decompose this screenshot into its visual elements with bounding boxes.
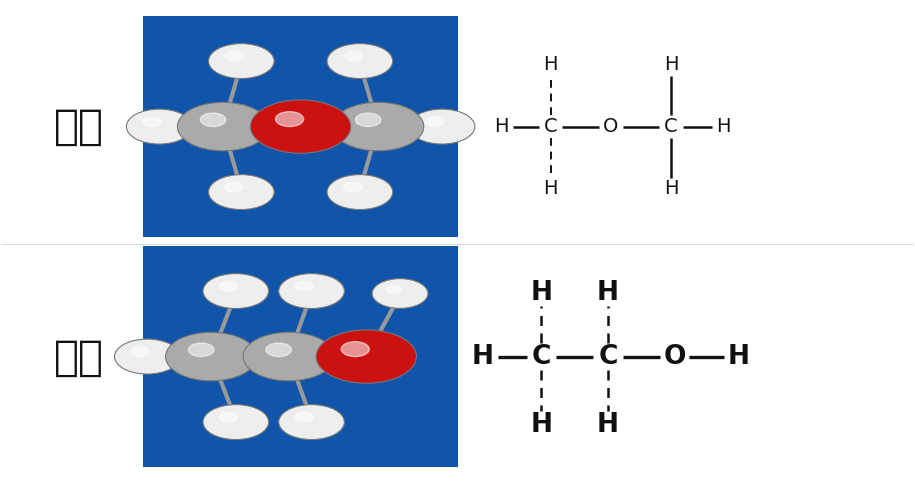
Circle shape <box>266 343 292 357</box>
Circle shape <box>203 274 269 308</box>
Circle shape <box>279 405 344 440</box>
Circle shape <box>209 43 274 79</box>
Circle shape <box>209 175 274 209</box>
Circle shape <box>225 183 243 192</box>
Circle shape <box>316 330 416 383</box>
Circle shape <box>243 332 334 381</box>
Circle shape <box>203 405 269 440</box>
Circle shape <box>251 100 350 153</box>
Circle shape <box>425 117 444 126</box>
Text: O: O <box>663 344 686 369</box>
Circle shape <box>409 109 475 144</box>
Circle shape <box>327 43 393 79</box>
Text: H: H <box>727 344 749 369</box>
Circle shape <box>341 342 370 357</box>
Circle shape <box>178 102 269 151</box>
Circle shape <box>343 51 361 61</box>
Text: H: H <box>663 55 678 74</box>
Text: H: H <box>531 280 553 305</box>
Circle shape <box>296 281 314 291</box>
Circle shape <box>126 109 192 144</box>
Text: C: C <box>664 117 678 136</box>
Text: 甲：: 甲： <box>54 105 104 147</box>
Text: H: H <box>494 117 509 136</box>
Circle shape <box>220 281 238 291</box>
Circle shape <box>355 113 381 126</box>
Circle shape <box>296 412 314 422</box>
Text: C: C <box>544 117 557 136</box>
Circle shape <box>131 347 149 357</box>
Circle shape <box>327 175 393 209</box>
Text: H: H <box>597 280 619 305</box>
Bar <box>143 16 458 237</box>
Text: H: H <box>472 344 494 369</box>
Text: H: H <box>716 117 731 136</box>
Circle shape <box>386 285 402 293</box>
Text: O: O <box>603 117 619 136</box>
Bar <box>143 246 458 467</box>
Circle shape <box>332 102 424 151</box>
Circle shape <box>200 113 226 126</box>
Text: H: H <box>597 411 619 438</box>
Circle shape <box>372 279 428 308</box>
Text: C: C <box>532 344 551 369</box>
Circle shape <box>220 412 238 422</box>
Circle shape <box>343 183 361 192</box>
Text: H: H <box>531 411 553 438</box>
Circle shape <box>279 274 344 308</box>
Text: H: H <box>663 179 678 198</box>
Text: H: H <box>544 179 558 198</box>
Circle shape <box>166 332 257 381</box>
Text: H: H <box>544 55 558 74</box>
Text: 乙：: 乙： <box>54 337 104 379</box>
Circle shape <box>114 339 180 374</box>
Circle shape <box>143 117 161 126</box>
Circle shape <box>225 51 243 61</box>
Text: C: C <box>598 344 618 369</box>
Circle shape <box>188 343 214 357</box>
Circle shape <box>275 112 304 126</box>
